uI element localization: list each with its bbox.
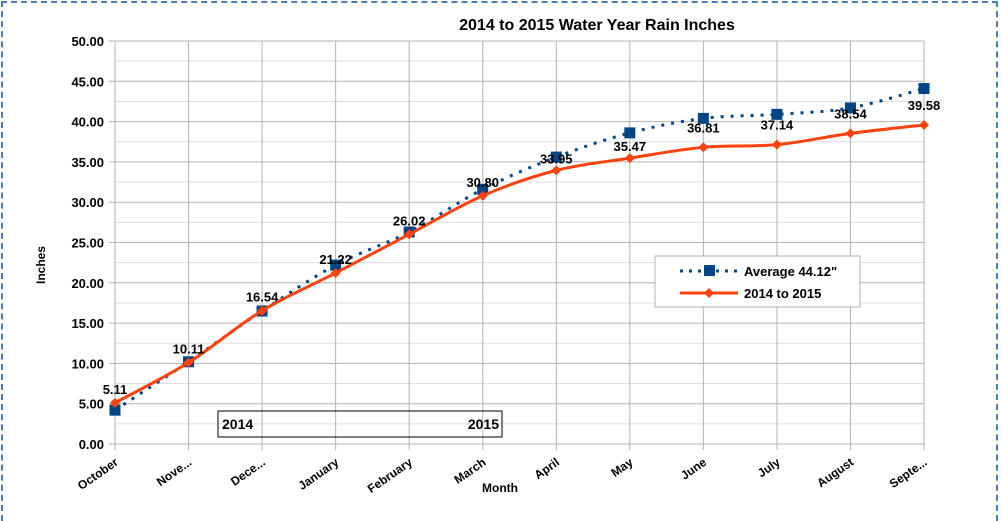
average-point bbox=[771, 108, 783, 120]
2014-to-2015-point bbox=[698, 142, 709, 153]
average-point bbox=[477, 183, 489, 195]
x-tick-label: July bbox=[755, 455, 783, 480]
chart-title: 2014 to 2015 Water Year Rain Inches bbox=[459, 17, 735, 34]
2014-to-2015-point bbox=[477, 190, 488, 201]
2014-to-2015-point bbox=[624, 153, 635, 164]
average-point bbox=[624, 127, 636, 139]
data-label: 5.11 bbox=[103, 382, 128, 397]
data-label: 21.22 bbox=[319, 252, 352, 267]
2014-to-2015-point bbox=[257, 305, 268, 316]
y-tick-label: 10.00 bbox=[71, 356, 104, 371]
y-tick-label: 40.00 bbox=[71, 115, 104, 130]
x-tick-label: Septe... bbox=[887, 455, 930, 491]
average-point bbox=[330, 259, 342, 271]
data-label: 38.54 bbox=[834, 106, 867, 121]
y-tick-label: 45.00 bbox=[71, 74, 104, 89]
line-chart: 2014 to 2015 Water Year Rain Inches Inch… bbox=[34, 17, 941, 496]
average-point bbox=[844, 102, 856, 114]
data-label: 26.02 bbox=[393, 213, 426, 228]
data-label: 16.54 bbox=[246, 290, 279, 305]
legend-average: Average 44.12" bbox=[744, 264, 837, 279]
x-tick-label: June bbox=[678, 455, 709, 483]
annotation-right: 2015 bbox=[468, 416, 499, 432]
data-label: 36.81 bbox=[687, 120, 720, 135]
2014-to-2015-point bbox=[183, 357, 194, 368]
legend-square-marker bbox=[704, 265, 715, 276]
average-point bbox=[550, 151, 562, 163]
y-axis-label: Inches bbox=[34, 246, 48, 284]
legend-2014-to-2015: 2014 to 2015 bbox=[744, 286, 821, 301]
y-tick-label: 20.00 bbox=[71, 276, 104, 291]
2014-to-2015-point bbox=[771, 139, 782, 150]
legend: Average 44.12" 2014 to 2015 bbox=[654, 255, 861, 308]
average-point bbox=[697, 112, 709, 124]
y-tick-label: 0.00 bbox=[79, 437, 104, 452]
y-tick-label: 25.00 bbox=[71, 236, 104, 251]
x-axis-label: Month bbox=[482, 481, 518, 495]
average-point bbox=[918, 83, 930, 95]
2014-to-2015-point bbox=[845, 128, 856, 139]
x-tick-label: August bbox=[814, 455, 856, 490]
2014-to-2015-point bbox=[404, 229, 415, 240]
x-tick-label: January bbox=[296, 455, 342, 493]
2014-to-2015-point bbox=[330, 267, 341, 278]
average-point bbox=[109, 404, 121, 416]
average-series-line bbox=[114, 87, 925, 412]
y-tick-label: 5.00 bbox=[79, 397, 104, 412]
data-label: 30.80 bbox=[466, 175, 499, 190]
data-label: 10.11 bbox=[173, 342, 205, 357]
x-tick-label: Nove... bbox=[154, 455, 194, 489]
x-tick-label: October bbox=[75, 455, 121, 493]
x-tick-label: May bbox=[608, 455, 635, 480]
2014-to-2015-point bbox=[110, 397, 120, 408]
y-tick-label: 30.00 bbox=[71, 195, 104, 210]
x-tick-label: April bbox=[532, 455, 562, 482]
legend-diamond-marker bbox=[704, 288, 714, 298]
y-tick-label: 15.00 bbox=[71, 316, 104, 331]
data-label: 37.14 bbox=[761, 118, 794, 133]
x-tick-label: February bbox=[365, 455, 415, 496]
annotation-left: 2014 bbox=[222, 416, 253, 432]
data-label: 39.58 bbox=[908, 98, 941, 113]
y-tick-label: 50.00 bbox=[71, 34, 104, 49]
year-annotation: 2014 2015 bbox=[217, 410, 503, 438]
x-tick-label: Dece... bbox=[228, 455, 268, 489]
y-tick-label: 35.00 bbox=[71, 155, 104, 170]
2014-to-2015-point bbox=[551, 165, 562, 176]
data-label: 33.95 bbox=[540, 151, 573, 166]
2014-to-2015-point bbox=[919, 119, 929, 130]
data-label: 35.47 bbox=[614, 139, 647, 154]
